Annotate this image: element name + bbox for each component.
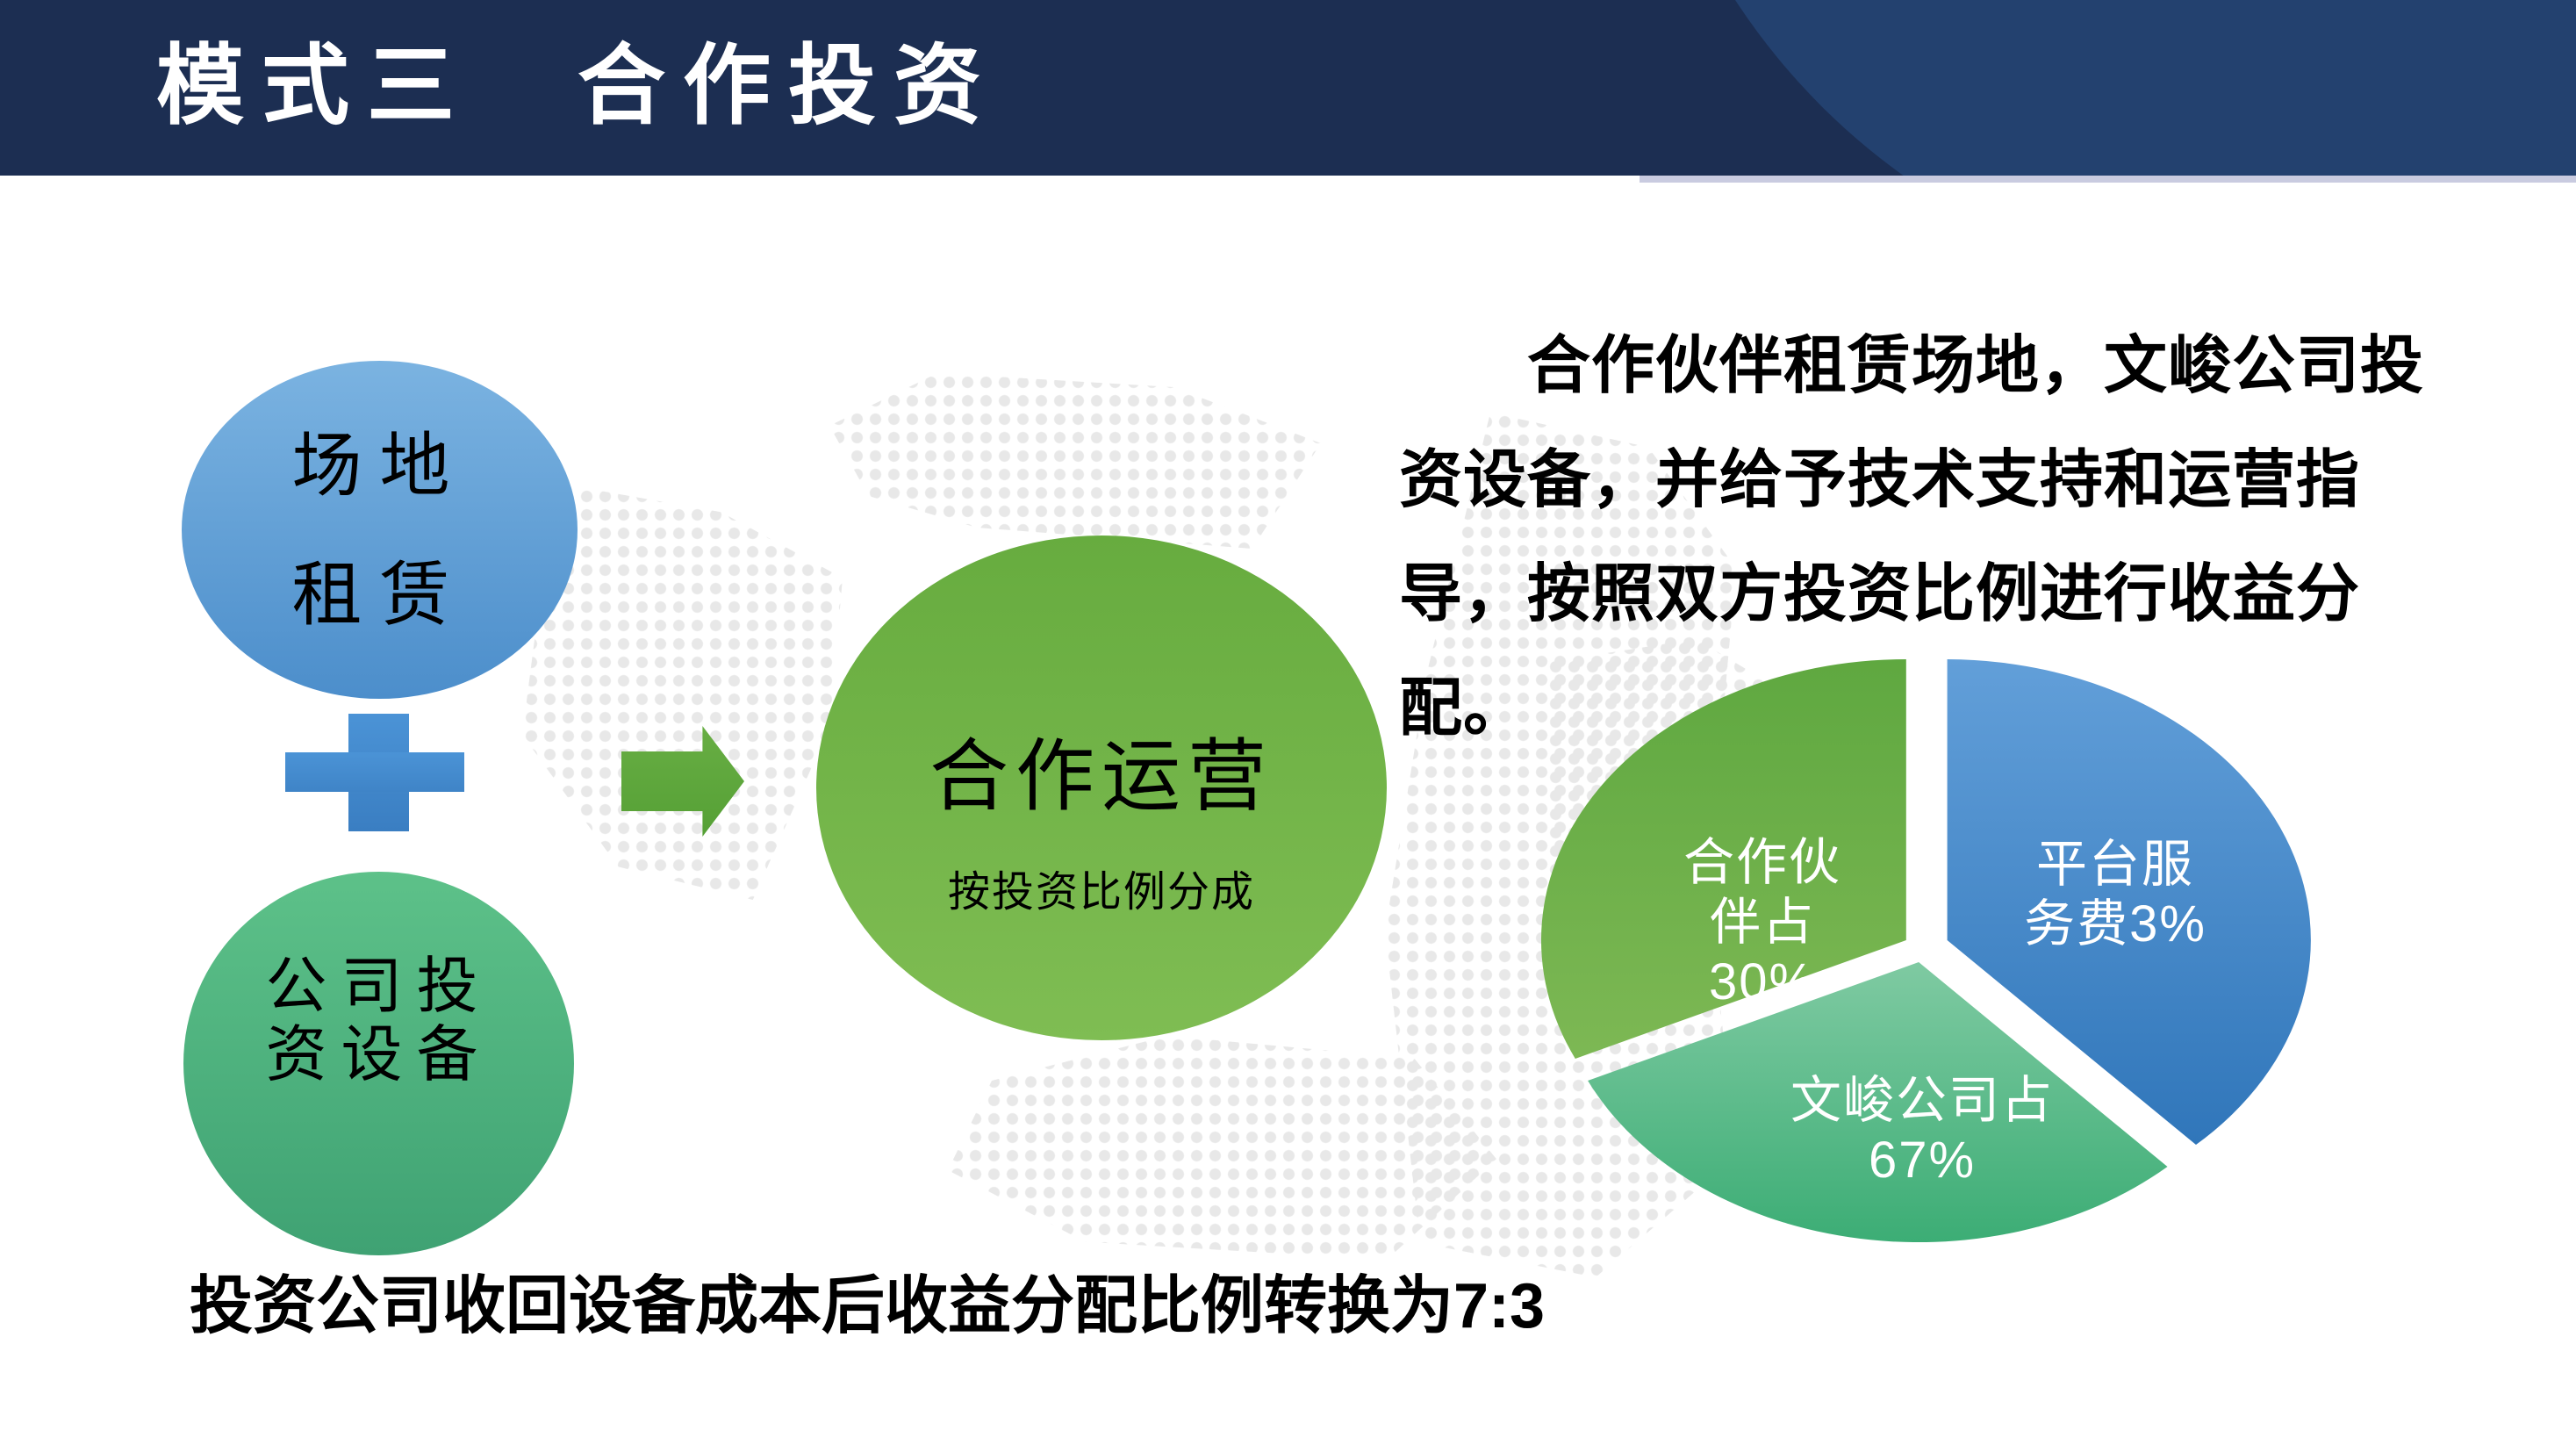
world-map-dots	[948, 1036, 1496, 1260]
description-line: 合作伙伴租赁场地，文峻公司投	[1527, 331, 2425, 401]
pie-label-partner: 合作伙 伴占 30%	[1683, 834, 1841, 1010]
slide-title: 模式三 合作投资	[156, 37, 999, 135]
world-map-dots	[829, 373, 1321, 549]
plus-icon	[285, 714, 464, 831]
header-underline	[1640, 176, 2576, 183]
pie-slice-wenjun-67pct	[1588, 962, 2168, 1243]
header-bar: 模式三 合作投资	[0, 0, 2576, 176]
cooperation-circle: 合作运营 按投资比例分成	[816, 536, 1387, 1040]
description-line: 配。	[1399, 673, 1528, 744]
pie-slice-partner-30pct	[1540, 659, 1906, 1059]
cooperation-circle-title: 合作运营	[929, 733, 1274, 821]
plus-icon-bar	[285, 752, 464, 792]
company-equipment-ellipse: 公司投 资设备	[183, 872, 574, 1255]
description-line: 导，按照双方投资比例进行收益分	[1399, 559, 2361, 629]
venue-rental-line: 场地	[291, 426, 468, 505]
footer-note: 投资公司收回设备成本后收益分配比例转换为7:3	[190, 1271, 1546, 1341]
profit-share-pie-chart	[1540, 659, 2311, 1243]
header-decoration-arc	[1628, 0, 2576, 176]
company-equipment-line: 资设备	[265, 1019, 492, 1089]
company-equipment-line: 公司投	[265, 951, 492, 1020]
pie-label-wenjun: 文峻公司占 67%	[1790, 1072, 2054, 1189]
description-paragraph: 合作伙伴租赁场地，文峻公司投 资设备，并给予技术支持和运营指 导，按照双方投资比…	[1399, 309, 2566, 766]
pie-label-platform-fee: 平台服 务费3%	[2024, 836, 2206, 952]
venue-rental-ellipse: 场地 租赁	[182, 361, 578, 699]
pie-slice-platform-fee-3pct	[1947, 659, 2311, 1145]
description-line: 资设备，并给予技术支持和运营指	[1399, 445, 2361, 515]
venue-rental-line: 租赁	[291, 555, 468, 634]
cooperation-circle-subtitle: 按投资比例分成	[947, 869, 1255, 916]
